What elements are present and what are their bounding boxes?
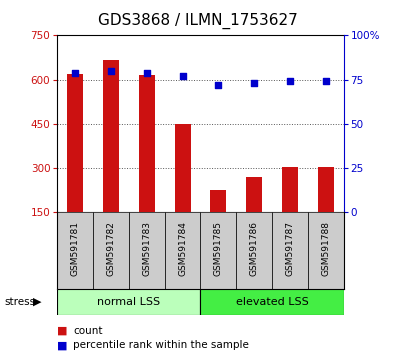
Text: GSM591785: GSM591785 [214,222,223,276]
Point [215,82,222,88]
Point [179,73,186,79]
Bar [201,212,236,289]
Text: GSM591783: GSM591783 [142,222,151,276]
Point [144,70,150,75]
Point [287,79,293,84]
Text: elevated LSS: elevated LSS [236,297,308,307]
Text: GSM591788: GSM591788 [321,222,330,276]
Bar [57,212,93,289]
Text: normal LSS: normal LSS [97,297,160,307]
Point [108,68,114,74]
Text: stress: stress [4,297,35,307]
Text: GSM591781: GSM591781 [71,222,80,276]
Text: GSM591787: GSM591787 [286,222,294,276]
Bar [210,190,226,212]
Text: GSM591784: GSM591784 [178,222,187,276]
Bar [282,167,298,212]
Bar [308,212,344,289]
Bar [201,289,344,315]
Text: ■: ■ [57,326,68,336]
Text: GDS3868 / ILMN_1753627: GDS3868 / ILMN_1753627 [98,12,297,29]
Bar [57,289,201,315]
Bar [129,212,165,289]
Bar [139,75,155,212]
Text: GSM591782: GSM591782 [107,222,115,276]
Text: ■: ■ [57,340,68,350]
Bar [93,212,129,289]
Point [72,70,78,75]
Text: percentile rank within the sample: percentile rank within the sample [73,340,249,350]
Point [251,80,257,86]
Bar [175,124,191,212]
Bar [67,74,83,212]
Bar [246,177,262,212]
Bar [236,212,272,289]
Point [323,79,329,84]
Bar [318,167,334,212]
Bar [103,61,119,212]
Bar [165,212,201,289]
Text: count: count [73,326,103,336]
Bar [272,212,308,289]
Text: ▶: ▶ [33,297,42,307]
Text: GSM591786: GSM591786 [250,222,259,276]
